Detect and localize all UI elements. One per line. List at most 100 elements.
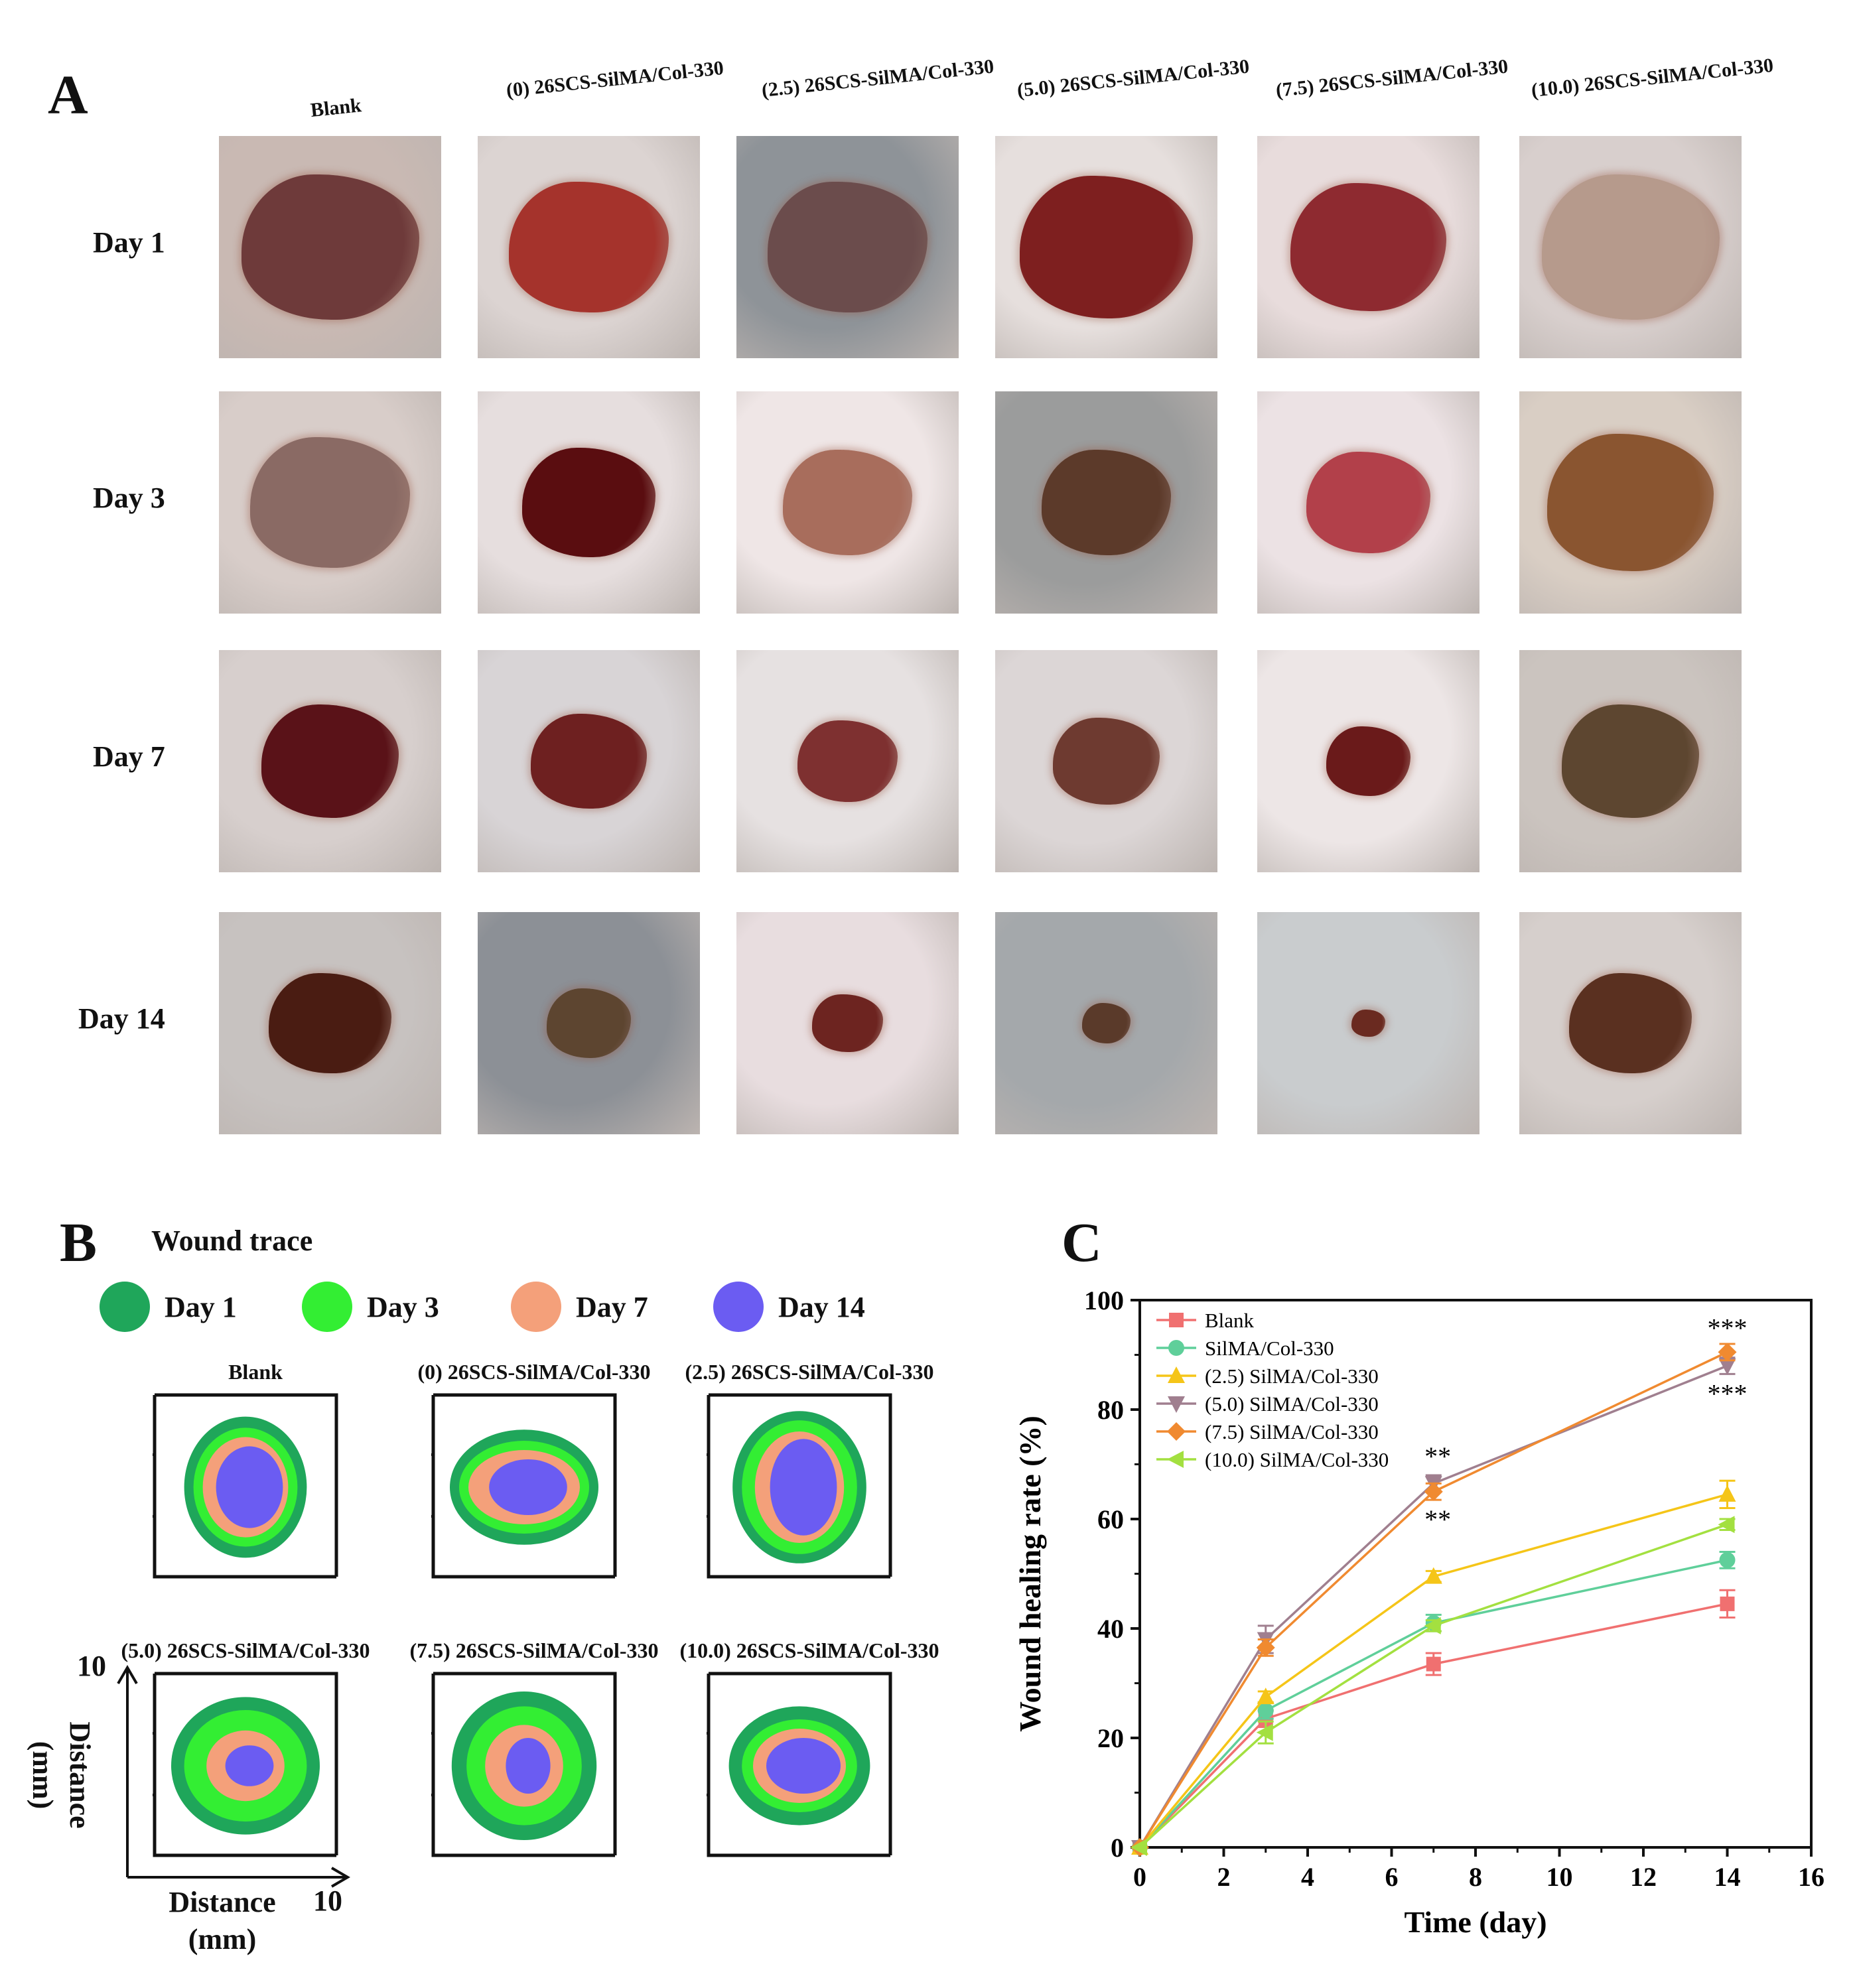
row-label: Day 1	[93, 226, 165, 259]
trace-layer-day14	[225, 1745, 274, 1786]
panel-c-letter: C	[1062, 1212, 1102, 1274]
data-point	[1257, 1688, 1274, 1705]
panel-b-letter: B	[60, 1212, 98, 1274]
significance-annotation: ***	[1708, 1378, 1748, 1408]
column-label: (10.0) 26SCS-SilMA/Col-330	[1530, 54, 1775, 102]
legend-day3-label: Day 3	[367, 1290, 439, 1323]
wound-area	[1019, 176, 1194, 318]
wound-photo	[478, 912, 700, 1134]
data-point	[1718, 1485, 1736, 1502]
wound-photo	[219, 912, 441, 1134]
y-tick-label: 80	[1097, 1395, 1124, 1425]
data-point	[1424, 1617, 1441, 1634]
column-label: (2.5) 26SCS-SilMA/Col-330	[760, 55, 995, 102]
significance-annotation: **	[1424, 1504, 1451, 1534]
x-tick-label: 6	[1385, 1862, 1399, 1892]
wound-area	[767, 181, 928, 313]
panel-b-axes	[117, 1665, 350, 1888]
wound-photo	[219, 391, 441, 614]
x-tick-label: 8	[1469, 1862, 1482, 1892]
data-point	[1718, 1516, 1735, 1534]
data-point	[1426, 1656, 1441, 1672]
wound-area	[783, 449, 912, 556]
legend-marker	[1167, 1451, 1184, 1468]
wound-photo	[478, 136, 700, 358]
wound-photo	[219, 136, 441, 358]
wound-area	[1053, 717, 1160, 805]
wound-photo	[478, 650, 700, 872]
x-tick-label: 10	[1547, 1862, 1573, 1892]
wound-trace-plot	[153, 1672, 338, 1857]
wound-area	[241, 174, 419, 320]
legend-label: (10.0) SilMA/Col-330	[1205, 1448, 1389, 1471]
legend-day14: Day 14	[713, 1280, 865, 1333]
wound-photo	[1519, 912, 1742, 1134]
x-axis-label: Time (day)	[1404, 1905, 1547, 1939]
wound-trace-plot	[431, 1393, 617, 1579]
wound-area	[546, 988, 632, 1058]
legend-day7-swatch	[511, 1282, 561, 1332]
legend-marker	[1168, 1340, 1184, 1356]
y-tick-label: 100	[1084, 1286, 1124, 1315]
significance-annotation: **	[1424, 1441, 1451, 1471]
wound-area	[1541, 174, 1720, 320]
wound-photo	[1257, 136, 1479, 358]
wound-area	[508, 181, 669, 313]
wound-photo	[736, 136, 959, 358]
y-tick-label: 60	[1097, 1504, 1124, 1534]
trace-layer-day14	[506, 1738, 551, 1794]
wound-photo	[736, 650, 959, 872]
panel-b-x-label: Distance (mm)	[169, 1886, 276, 1955]
row-label: Day 7	[93, 740, 165, 773]
wound-area	[1547, 434, 1714, 571]
wound-trace-plot	[707, 1672, 892, 1857]
trace-title: (5.0) 26SCS-SilMA/Col-330	[121, 1638, 370, 1662]
legend-day14-swatch	[713, 1282, 764, 1332]
wound-area	[1081, 1003, 1131, 1043]
legend-day1: Day 1	[100, 1280, 237, 1333]
legend-marker	[1167, 1422, 1186, 1441]
x-tick-label: 16	[1798, 1862, 1824, 1892]
trace-title: (10.0) 26SCS-SilMA/Col-330	[679, 1638, 939, 1662]
data-point	[1256, 1638, 1275, 1657]
x-tick-label: 12	[1630, 1862, 1657, 1892]
series-line	[1138, 1603, 1728, 1849]
legend-label: (7.5) SilMA/Col-330	[1205, 1420, 1379, 1443]
panel-a-letter: A	[48, 64, 88, 126]
legend-day7-label: Day 7	[576, 1290, 648, 1323]
trace-title: Blank	[228, 1360, 283, 1384]
trace-layer-day14	[770, 1439, 837, 1536]
legend-day1-swatch	[100, 1282, 150, 1332]
healing-rate-chart: 0 2 4 6 8 10 12 14 16 0 20 40 60 80 100 Time (day) Wound…	[1013, 1286, 1824, 1939]
x-tick-label: 0	[1133, 1862, 1146, 1892]
data-point	[1256, 1723, 1273, 1741]
wound-area	[1326, 726, 1411, 796]
legend-day1-label: Day 1	[165, 1290, 237, 1323]
wound-trace-plot	[431, 1672, 617, 1857]
wound-photo	[736, 912, 959, 1134]
legend-label: (5.0) SilMA/Col-330	[1205, 1392, 1379, 1416]
column-label: Blank	[309, 94, 363, 122]
wound-photo	[1519, 391, 1742, 614]
wound-photo	[995, 391, 1217, 614]
data-point	[1719, 1552, 1736, 1568]
x-tick-label: 2	[1217, 1862, 1231, 1892]
wound-area	[797, 720, 898, 803]
wound-photo	[1519, 650, 1742, 872]
x-tick-label: 14	[1714, 1862, 1741, 1892]
data-point	[1720, 1596, 1735, 1611]
wound-area	[1042, 449, 1171, 556]
wound-area	[522, 448, 655, 557]
wound-photo	[1257, 912, 1479, 1134]
row-label: Day 3	[93, 482, 165, 514]
series-line	[1138, 1523, 1728, 1849]
wound-trace-plot	[707, 1393, 892, 1579]
trace-title: (7.5) 26SCS-SilMA/Col-330	[409, 1638, 659, 1662]
wound-area	[261, 704, 399, 818]
series-line	[1138, 1559, 1728, 1849]
data-point	[1718, 1343, 1737, 1362]
significance-annotation: ***	[1708, 1313, 1748, 1343]
series-line	[1138, 1351, 1728, 1848]
legend-day3-swatch	[302, 1282, 352, 1332]
column-label: (7.5) 26SCS-SilMA/Col-330	[1274, 55, 1509, 102]
